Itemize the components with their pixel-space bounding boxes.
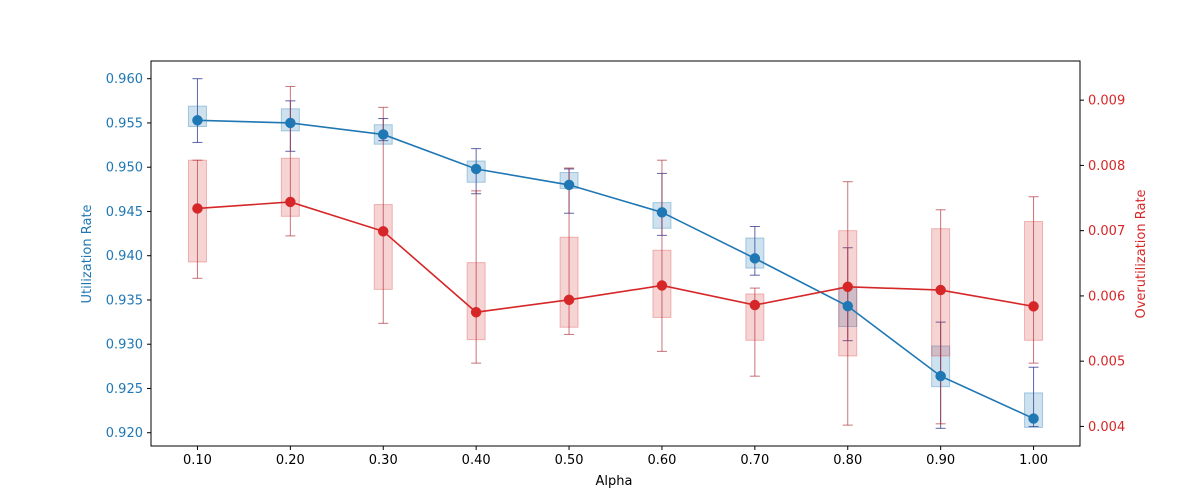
overutilization-point <box>563 294 575 306</box>
overutilization-series-line <box>197 201 1034 314</box>
overutilization-point <box>285 196 296 208</box>
overutilization-point <box>749 299 761 311</box>
overutilization-box <box>838 230 858 357</box>
x-tick-label: 0.70 <box>740 453 769 468</box>
utilization-point <box>935 370 946 382</box>
utilization-point <box>842 300 853 312</box>
x-tick-label: 0.30 <box>369 453 398 468</box>
x-tick-label: 0.10 <box>183 453 212 468</box>
x-tick-label: 0.60 <box>647 453 676 468</box>
y-left-tick-label: 0.920 <box>106 426 143 441</box>
series-line-layer <box>192 115 1039 424</box>
x-tick-label: 0.80 <box>833 453 862 468</box>
y-right-tick-label: 0.004 <box>1088 420 1125 435</box>
x-tick-label: 0.50 <box>555 453 584 468</box>
overutilization-box <box>559 236 579 328</box>
overutilization-point <box>1028 301 1039 312</box>
overutilization-point <box>470 306 482 318</box>
utilization-point <box>470 163 482 175</box>
overutilization-box <box>1024 221 1044 341</box>
utilization-point <box>563 179 575 191</box>
y-left-tick-label: 0.950 <box>106 161 143 176</box>
utilization-point <box>749 253 761 264</box>
overutilization-box <box>373 204 393 290</box>
utilization-point <box>378 129 389 140</box>
y-right-tick-label: 0.008 <box>1088 159 1125 174</box>
overutilization-box <box>466 262 486 341</box>
x-axis-label: Alpha <box>596 474 633 489</box>
y-right-tick-label: 0.005 <box>1088 355 1125 370</box>
y-left-tick-label: 0.935 <box>106 293 143 308</box>
y-left-tick-label: 0.960 <box>106 72 143 87</box>
x-tick-label: 0.90 <box>926 453 955 468</box>
axes-layer: 0.10 0.20 0.30 0.40 0.50 0.60 0.70 0.80 0.90 1.00… <box>106 60 1125 468</box>
utilization-point <box>656 207 668 218</box>
y-left-tick-label: 0.940 <box>106 249 143 264</box>
x-tick-label: 0.20 <box>276 453 305 468</box>
y-axis-left-label: Utilization Rate <box>80 204 95 303</box>
box-layer <box>187 78 1044 429</box>
y-left-tick-label: 0.955 <box>106 116 143 131</box>
utilization-point <box>285 117 296 129</box>
overutilization-point <box>935 284 946 296</box>
x-tick-label: 0.40 <box>462 453 491 468</box>
plot-frame <box>150 60 1081 447</box>
utilization-point <box>1028 413 1039 424</box>
y-right-tick-label: 0.009 <box>1088 94 1125 109</box>
y-right-tick-label: 0.007 <box>1088 224 1125 239</box>
y-left-tick-label: 0.930 <box>106 338 143 353</box>
y-left-tick-label: 0.945 <box>106 205 143 220</box>
y-axis-right-label: Overutilization Rate <box>1134 189 1149 318</box>
y-left-tick-label: 0.925 <box>106 382 143 397</box>
x-tick-label: 1.00 <box>1019 453 1048 468</box>
overutilization-box <box>280 157 300 217</box>
overutilization-point <box>842 281 853 293</box>
utilization-point <box>192 115 203 126</box>
utilization-series-line <box>197 119 1034 420</box>
overutilization-point <box>378 226 389 237</box>
y-right-tick-label: 0.006 <box>1088 289 1125 304</box>
overutilization-point <box>656 280 668 291</box>
overutilization-point <box>192 203 203 214</box>
